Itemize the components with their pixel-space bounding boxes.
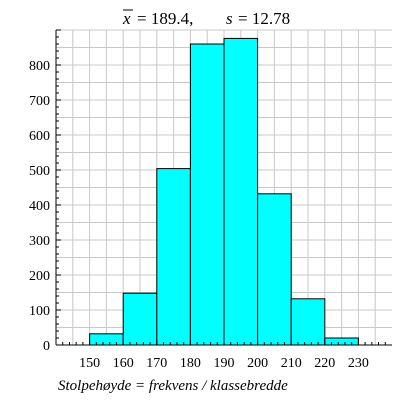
x-tick-label: 200 — [247, 356, 268, 371]
title-mean-symbol: x — [122, 9, 131, 28]
y-tick-label: 500 — [29, 164, 50, 179]
y-tick-label: 300 — [29, 234, 50, 249]
y-tick-label: 100 — [29, 304, 50, 319]
y-tick-label: 600 — [29, 129, 50, 144]
histogram-bar — [257, 193, 292, 346]
x-tick-label: 210 — [281, 356, 302, 371]
x-tick-label: 150 — [79, 356, 100, 371]
x-tick-label: 180 — [180, 356, 201, 371]
y-tick-label: 800 — [29, 59, 50, 74]
title-sd-value: = 12.78 — [238, 9, 290, 28]
y-tick-label: 200 — [29, 269, 50, 284]
bars — [89, 37, 359, 346]
x-tick-label: 170 — [146, 356, 167, 371]
y-tick-labels: 0 100 200 300 400 500 600 700 800 — [29, 59, 50, 354]
histogram-bar — [189, 43, 225, 346]
histogram-bar — [290, 298, 326, 346]
x-tick-label: 190 — [214, 356, 235, 371]
histogram-bar — [156, 168, 191, 346]
x-tick-labels: 150 160 170 180 190 200 210 220 230 — [79, 356, 369, 371]
y-tick-label: 0 — [43, 339, 50, 354]
y-tick-label: 400 — [29, 199, 50, 214]
histogram-bar — [324, 337, 359, 346]
x-tick-label: 220 — [314, 356, 335, 371]
title-sd-symbol: s — [226, 9, 233, 28]
histogram-bar — [223, 37, 259, 346]
x-tick-label: 230 — [348, 356, 369, 371]
title-mean-value: = 189.4, — [137, 9, 193, 28]
axes — [55, 29, 392, 346]
histogram-bar — [122, 292, 158, 346]
x-tick-label: 160 — [113, 356, 134, 371]
chart-title: x = 189.4, s = 12.78 — [122, 9, 290, 28]
x-axis-label: Stolpehøyde = frekvens / klassebredde — [58, 378, 288, 394]
histogram-bar — [89, 333, 124, 346]
y-tick-label: 700 — [29, 94, 50, 109]
